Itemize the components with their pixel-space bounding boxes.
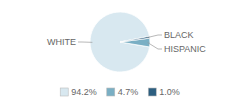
leader-line	[78, 42, 92, 43]
legend-swatch	[60, 88, 68, 96]
pie-slice	[90, 12, 150, 72]
legend-swatch	[107, 88, 115, 96]
leader-line	[147, 35, 162, 38]
leader-line	[148, 43, 162, 49]
annotations: BLACK HISPANIC WHITE	[47, 30, 206, 54]
legend-swatch	[148, 88, 156, 96]
slice-label: WHITE	[47, 37, 76, 47]
pie	[90, 12, 150, 72]
legend-label: 1.0%	[159, 87, 180, 97]
slice-label: BLACK	[164, 30, 194, 40]
legend: 94.2% 4.7% 1.0%	[60, 87, 180, 97]
slice-label: HISPANIC	[164, 44, 206, 54]
legend-label: 4.7%	[118, 87, 139, 97]
legend-label: 94.2%	[71, 87, 97, 97]
chart: BLACK HISPANIC WHITE 94.2% 4.7% 1.0%	[0, 0, 240, 100]
pie-slice	[120, 36, 150, 42]
